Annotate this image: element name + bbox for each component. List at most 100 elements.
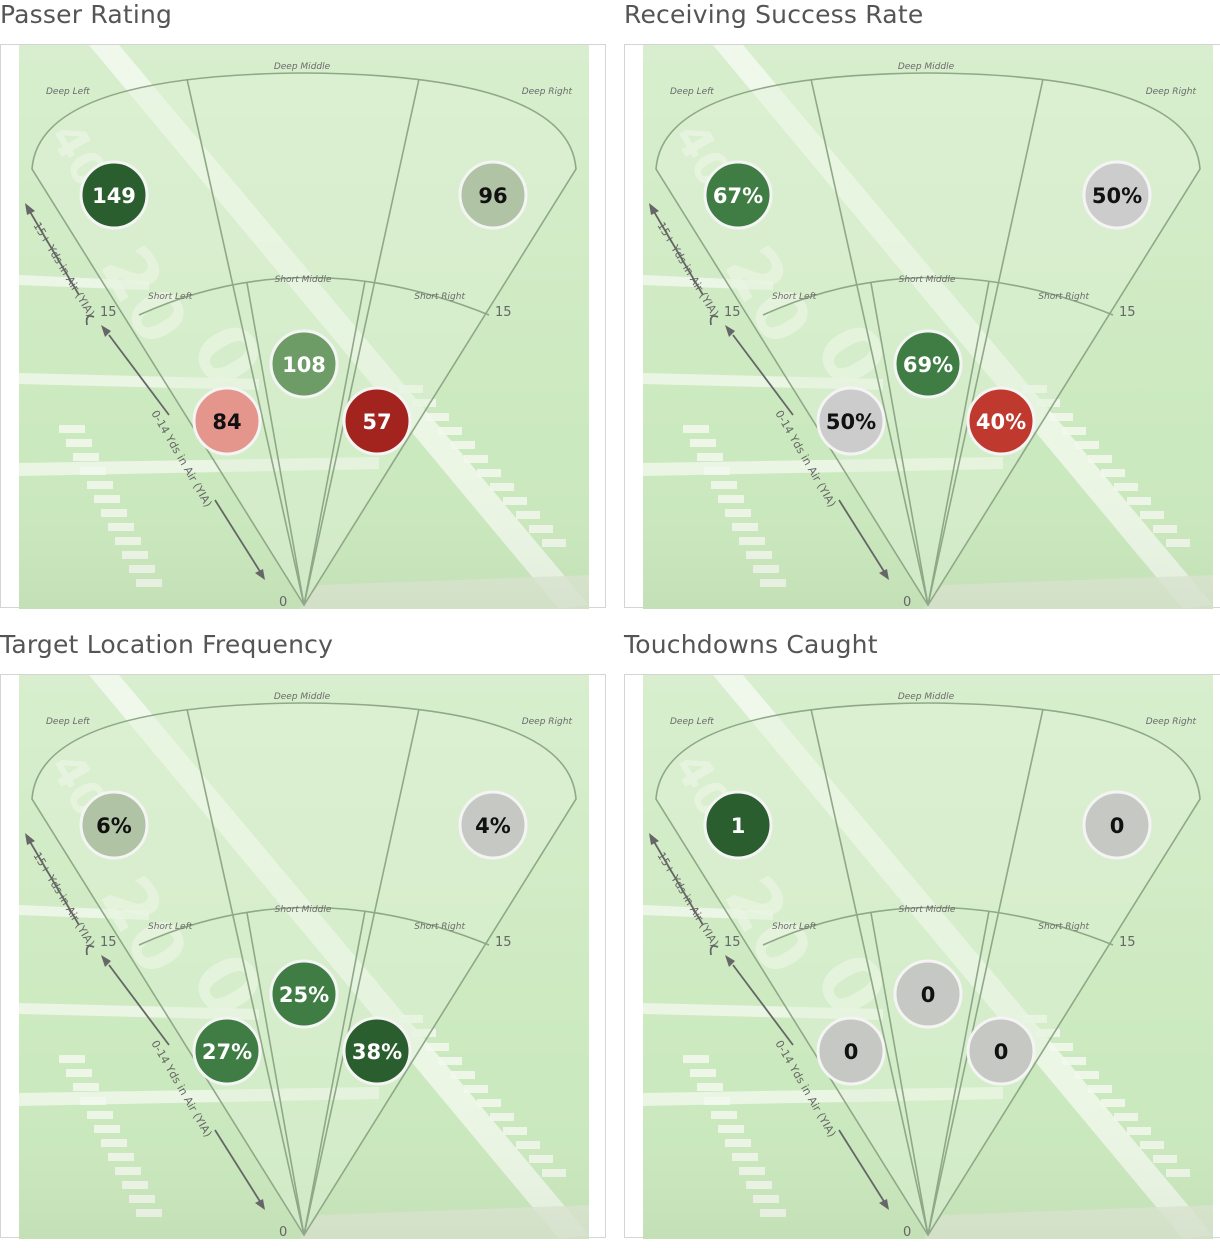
bubble-circle <box>893 959 963 1029</box>
bubble-value: 67% <box>713 184 763 208</box>
bubble-circle <box>342 386 412 456</box>
zone-label-short-right: Short Right <box>1038 922 1089 932</box>
bubble-circle <box>816 1016 886 1086</box>
zone-bubble-deep-left: 6% <box>79 790 149 860</box>
zone-label-deep-left: Deep Left <box>46 717 90 727</box>
bubble-circle <box>79 160 149 230</box>
yard-mark-15-right: 15 <box>1119 305 1136 320</box>
chart-title: Target Location Frequency <box>0 630 334 659</box>
bubble-value: 40% <box>976 410 1026 434</box>
field-shading <box>19 45 589 609</box>
zone-label-short-left: Short Left <box>148 292 193 302</box>
yard-mark-15-left: 15 <box>100 935 117 950</box>
bubble-value: 4% <box>475 814 511 838</box>
bubble-value: 25% <box>279 983 329 1007</box>
yard-mark-15-left: 15 <box>100 305 117 320</box>
axis-arrows <box>649 203 889 580</box>
yard-mark-15-left: 15 <box>724 305 741 320</box>
zone-bubble-short-right: 38% <box>342 1016 412 1086</box>
zone-bubble-short-left: 84 <box>192 386 262 456</box>
zone-label-deep-right: Deep Right <box>522 717 573 727</box>
bubble-circle <box>966 386 1036 456</box>
axis-arrows <box>649 833 889 1210</box>
zone-label-deep-middle: Deep Middle <box>898 62 955 72</box>
zone-label-short-left: Short Left <box>772 922 817 932</box>
zone-label-deep-middle: Deep Middle <box>898 692 955 702</box>
bubble-value: 57 <box>362 410 391 434</box>
axis-arrows <box>25 203 265 580</box>
chart-title: Passer Rating <box>0 0 173 29</box>
yard-mark-15-right: 15 <box>495 935 512 950</box>
bubble-value: 27% <box>202 1040 252 1064</box>
zone-bubble-short-middle: 69% <box>893 329 963 399</box>
zone-bubble-short-left: 0 <box>816 1016 886 1086</box>
bubble-circle <box>192 386 262 456</box>
yard-mark-0: 0 <box>903 595 911 609</box>
zone-label-deep-right: Deep Right <box>1146 717 1197 727</box>
bubble-circle <box>703 790 773 860</box>
zone-bubble-short-right: 40% <box>966 386 1036 456</box>
yard-mark-0: 0 <box>903 1225 911 1239</box>
bubble-value: 50% <box>1092 184 1142 208</box>
bubble-circle <box>269 959 339 1029</box>
bubble-circle <box>458 160 528 230</box>
zone-label-short-middle: Short Middle <box>899 275 956 285</box>
bubble-value: 0 <box>994 1040 1009 1064</box>
bubble-circle <box>342 1016 412 1086</box>
yard-mark-15-right: 15 <box>495 305 512 320</box>
bubble-circle <box>1082 790 1152 860</box>
bubble-value: 69% <box>903 353 953 377</box>
bubble-circle <box>966 1016 1036 1086</box>
bubble-value: 0 <box>921 983 936 1007</box>
zone-bubble-deep-left: 149 <box>79 160 149 230</box>
bubble-value: 6% <box>96 814 132 838</box>
zone-label-deep-left: Deep Left <box>46 87 90 97</box>
bubble-value: 38% <box>352 1040 402 1064</box>
zone-bubble-deep-right: 96 <box>458 160 528 230</box>
bubble-value: 96 <box>478 184 507 208</box>
yard-mark-0: 0 <box>279 1225 287 1239</box>
yard-mark-15-right: 15 <box>1119 935 1136 950</box>
bubble-value: 84 <box>212 410 241 434</box>
zone-label-deep-middle: Deep Middle <box>274 62 331 72</box>
zone-bubble-short-middle: 25% <box>269 959 339 1029</box>
bubble-circle <box>458 790 528 860</box>
zone-label-deep-right: Deep Right <box>522 87 573 97</box>
zone-label-short-right: Short Right <box>414 922 465 932</box>
zone-bubble-deep-right: 4% <box>458 790 528 860</box>
zone-bubble-deep-left: 67% <box>703 160 773 230</box>
bubble-circle <box>893 329 963 399</box>
yard-mark-15-left: 15 <box>724 935 741 950</box>
zone-bubble-short-left: 27% <box>192 1016 262 1086</box>
chart-title: Receiving Success Rate <box>624 0 924 29</box>
bubble-value: 50% <box>826 410 876 434</box>
zone-bubble-deep-left: 1 <box>703 790 773 860</box>
zone-label-short-middle: Short Middle <box>275 905 332 915</box>
bubble-value: 1 <box>731 814 746 838</box>
zone-label-short-left: Short Left <box>148 922 193 932</box>
zone-bubble-deep-right: 0 <box>1082 790 1152 860</box>
zone-label-short-middle: Short Middle <box>275 275 332 285</box>
bubble-circle <box>703 160 773 230</box>
bubble-circle <box>1082 160 1152 230</box>
bubble-value: 149 <box>92 184 136 208</box>
field-shading <box>643 45 1213 609</box>
bubble-circle <box>816 386 886 456</box>
bubble-value: 0 <box>844 1040 859 1064</box>
zone-bubble-short-middle: 0 <box>893 959 963 1029</box>
zone-bubble-short-right: 0 <box>966 1016 1036 1086</box>
chart-panel: Target Location Frequency40200Deep Middl… <box>0 630 606 1239</box>
bubble-circle <box>79 790 149 860</box>
bubble-circle <box>269 329 339 399</box>
field-shading <box>643 675 1213 1239</box>
zone-label-deep-left: Deep Left <box>670 717 714 727</box>
